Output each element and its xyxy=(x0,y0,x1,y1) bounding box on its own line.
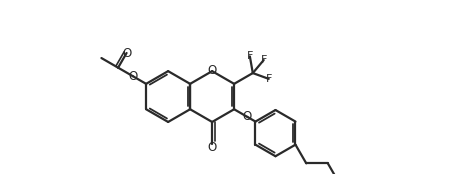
Text: O: O xyxy=(243,110,252,123)
Text: O: O xyxy=(128,70,137,83)
Text: O: O xyxy=(207,141,217,154)
Text: F: F xyxy=(247,51,253,61)
Text: O: O xyxy=(122,46,131,59)
Text: F: F xyxy=(266,74,272,84)
Text: O: O xyxy=(207,64,217,77)
Text: F: F xyxy=(260,55,267,65)
